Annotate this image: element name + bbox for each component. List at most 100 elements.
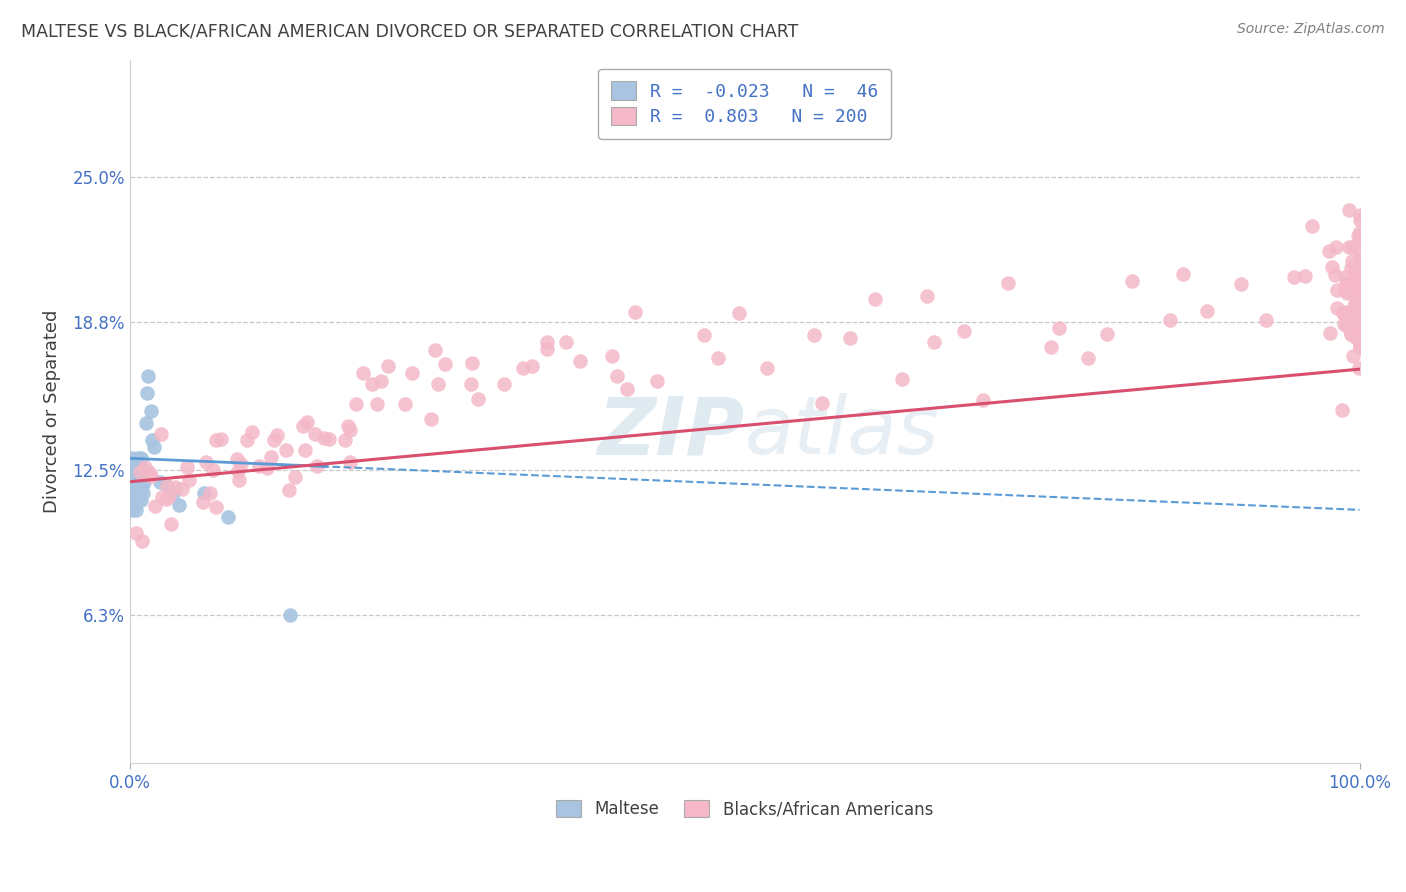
Point (536, 335, 558, 350)
Point (295, 415, 318, 429)
Point (1348, 294, 1371, 309)
Point (1348, 229, 1371, 244)
Point (1348, 293, 1371, 307)
Point (263, 433, 285, 447)
Point (1348, 300, 1371, 314)
Point (124, 470, 146, 484)
Point (1348, 243, 1371, 257)
Point (1348, 311, 1371, 326)
Point (127, 479, 149, 493)
Point (1348, 234, 1371, 248)
Point (1348, 321, 1371, 335)
Point (645, 374, 668, 388)
Point (803, 327, 825, 342)
Point (1337, 280, 1360, 294)
Point (1348, 208, 1371, 222)
Point (1171, 267, 1194, 281)
Point (1337, 305, 1360, 319)
Point (165, 480, 187, 494)
Point (536, 342, 558, 356)
Point (228, 474, 250, 488)
Point (953, 324, 976, 338)
Point (623, 305, 645, 319)
Point (127, 451, 149, 466)
Point (555, 335, 578, 350)
Point (1254, 313, 1277, 327)
Point (891, 371, 914, 385)
Point (1319, 326, 1341, 340)
Point (972, 393, 994, 408)
Point (132, 463, 155, 477)
Point (177, 474, 200, 488)
Point (1348, 286, 1371, 301)
Point (125, 525, 148, 540)
Point (139, 468, 162, 483)
Point (167, 498, 190, 512)
Point (1348, 231, 1371, 245)
Point (1348, 334, 1371, 349)
Point (211, 433, 233, 447)
Point (1340, 327, 1362, 342)
Point (195, 455, 218, 469)
Point (124, 456, 146, 470)
Point (122, 486, 145, 500)
Point (1324, 240, 1347, 254)
Point (176, 459, 198, 474)
Point (1348, 226, 1371, 240)
Point (600, 349, 623, 363)
Y-axis label: Divorced or Separated: Divorced or Separated (44, 310, 60, 513)
Point (339, 455, 361, 469)
Point (159, 516, 181, 531)
Point (1333, 305, 1355, 319)
Point (1348, 322, 1371, 336)
Point (1047, 321, 1070, 335)
Point (1348, 328, 1371, 343)
Point (304, 426, 326, 441)
Point (707, 351, 730, 365)
Point (460, 377, 482, 392)
Point (131, 534, 153, 549)
Point (205, 500, 228, 515)
Point (138, 465, 160, 479)
Point (1340, 260, 1362, 275)
Point (155, 479, 177, 493)
Point (512, 360, 534, 375)
Point (569, 353, 592, 368)
Point (1341, 286, 1364, 301)
Point (125, 475, 148, 489)
Point (136, 369, 159, 384)
Point (924, 335, 946, 350)
Point (217, 509, 239, 524)
Point (1334, 270, 1357, 285)
Point (204, 434, 226, 448)
Point (1336, 318, 1358, 333)
Point (1348, 338, 1371, 352)
Point (1344, 288, 1367, 302)
Point (755, 360, 778, 375)
Point (143, 440, 166, 454)
Point (149, 475, 172, 489)
Point (1348, 308, 1371, 322)
Point (134, 475, 156, 489)
Point (121, 470, 143, 484)
Point (136, 385, 159, 400)
Point (1348, 338, 1371, 352)
Point (1347, 229, 1369, 244)
Point (226, 464, 249, 478)
Point (1343, 299, 1365, 313)
Point (318, 432, 340, 446)
Point (1347, 279, 1369, 293)
Point (366, 397, 388, 411)
Point (360, 377, 382, 392)
Point (1348, 230, 1371, 244)
Point (170, 483, 193, 497)
Point (1159, 313, 1181, 327)
Point (1317, 244, 1340, 259)
Point (1336, 277, 1358, 291)
Point (149, 427, 172, 442)
Point (121, 503, 143, 517)
Point (1333, 318, 1355, 332)
Point (274, 443, 297, 458)
Point (727, 306, 749, 320)
Point (1344, 265, 1367, 279)
